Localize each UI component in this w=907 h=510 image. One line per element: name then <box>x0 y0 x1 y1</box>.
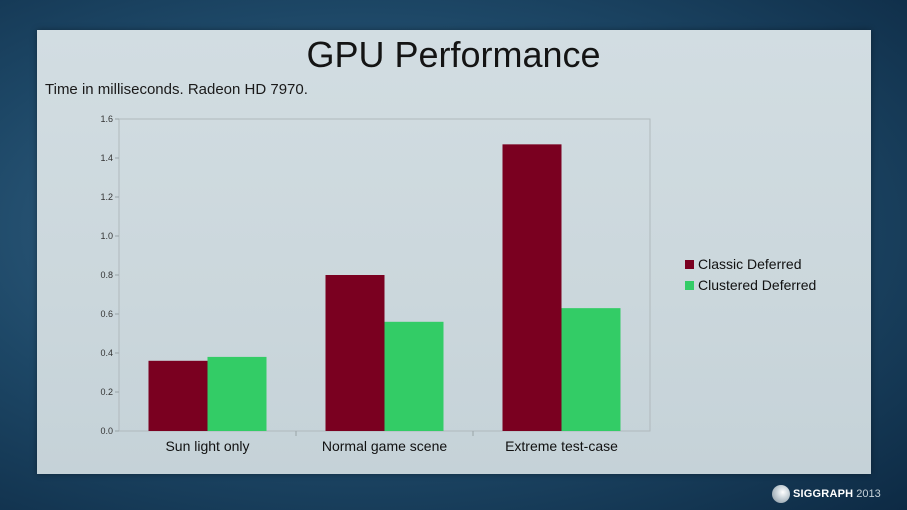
y-tick-label: 1.6 <box>100 114 113 124</box>
legend-swatch <box>685 281 694 290</box>
logo-text: SIGGRAPH <box>793 488 854 500</box>
y-tick-label: 0.6 <box>100 309 113 319</box>
y-tick-label: 1.2 <box>100 192 113 202</box>
y-tick-label: 0.0 <box>100 426 113 436</box>
y-tick-label: 0.2 <box>100 387 113 397</box>
legend-swatch <box>685 260 694 269</box>
y-tick-label: 1.0 <box>100 231 113 241</box>
bar-classic-deferred <box>148 360 208 431</box>
logo-year: 2013 <box>856 488 881 500</box>
bar-classic-deferred <box>502 144 562 431</box>
bars <box>148 144 621 431</box>
y-axis: 0.0 0.2 0.4 0.6 0.8 1.0 1.2 1.4 1.6 <box>100 114 119 436</box>
siggraph-logo: SIGGRAPH 2013 <box>772 484 881 504</box>
bar-clustered-deferred <box>561 308 621 431</box>
siggraph-logo-icon <box>772 485 790 503</box>
y-tick-label: 0.4 <box>100 348 113 358</box>
legend: Classic Deferred Clustered Deferred <box>685 256 816 293</box>
legend-label: Clustered Deferred <box>698 277 816 293</box>
y-tick-label: 0.8 <box>100 270 113 280</box>
slide-title: GPU Performance <box>306 34 601 75</box>
x-tick-label: Normal game scene <box>322 438 447 454</box>
bar-classic-deferred <box>325 275 385 431</box>
x-tick-label: Sun light only <box>165 438 249 454</box>
x-axis: Sun light only Normal game scene Extreme t… <box>165 431 618 454</box>
x-tick-label: Extreme test-case <box>505 438 618 454</box>
bar-clustered-deferred <box>207 356 267 431</box>
y-tick-label: 1.4 <box>100 153 113 163</box>
slide-subtitle: Time in milliseconds. Radeon HD 7970. <box>45 81 308 98</box>
bar-clustered-deferred <box>384 321 444 431</box>
legend-label: Classic Deferred <box>698 256 801 272</box>
